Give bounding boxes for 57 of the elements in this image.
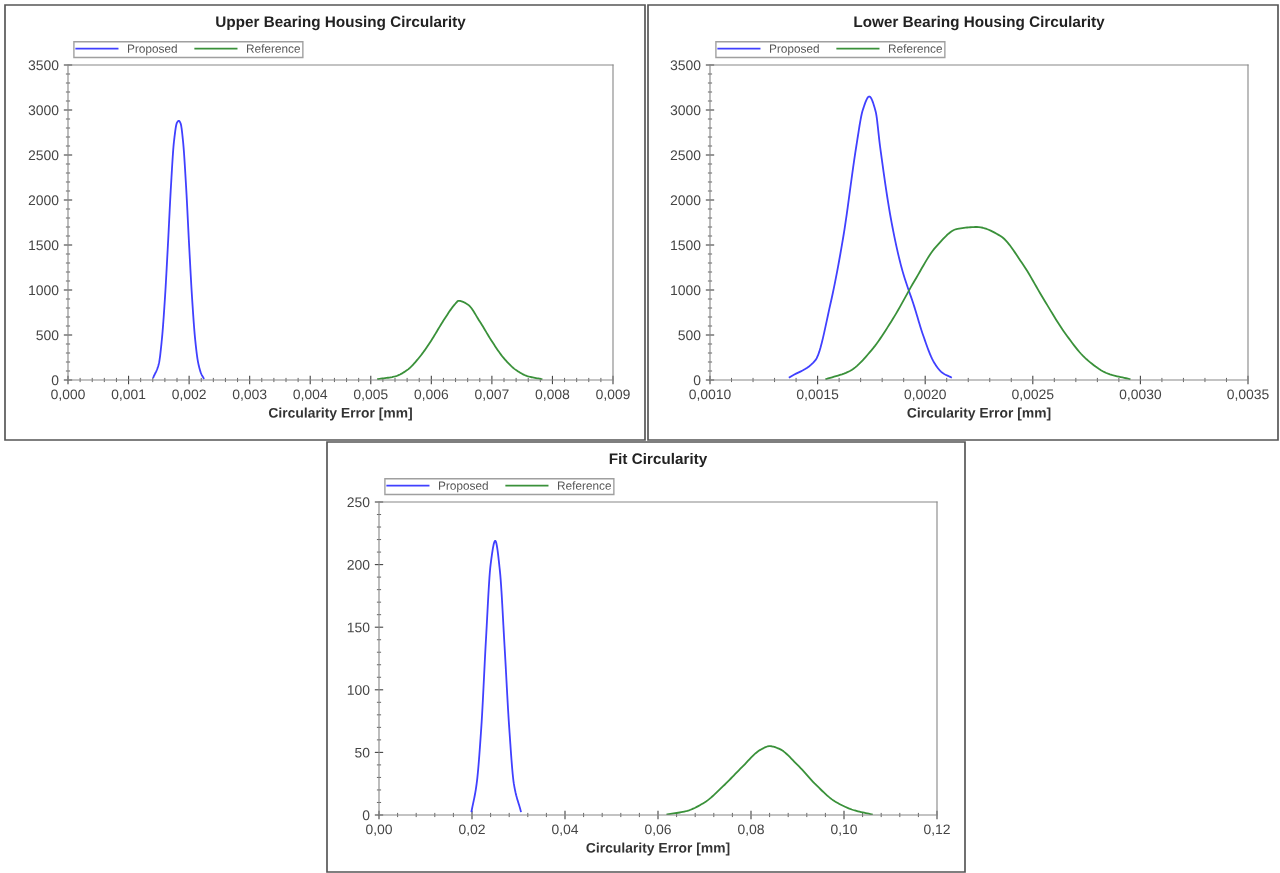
x-tick-label: 0,0035: [1227, 389, 1269, 401]
y-tick-label: 3000: [670, 105, 701, 116]
y-tick-label: 3500: [670, 60, 701, 71]
x-tick-label: 0,005: [353, 389, 388, 401]
y-tick-label: 50: [355, 747, 370, 758]
x-tick-label: 0,04: [552, 824, 579, 836]
x-tick-label: 0,001: [111, 389, 146, 401]
x-tick-label: 0,0025: [1012, 389, 1054, 401]
x-tick-label: 0,008: [535, 389, 570, 401]
chart-title: Lower Bearing Housing Circularity: [854, 15, 1105, 31]
y-tick-label: 3000: [28, 105, 59, 116]
x-tick-label: 0,08: [738, 824, 764, 836]
x-tick-label: 0,0010: [689, 389, 731, 401]
x-tick-label: 0,0015: [796, 389, 839, 401]
chart-title: Fit Circularity: [609, 452, 708, 468]
y-tick-label: 0: [693, 375, 701, 386]
x-tick-label: 0,000: [51, 389, 85, 401]
x-tick-label: 0,00: [366, 824, 392, 836]
legend-label: Reference: [889, 44, 942, 53]
legend-label: Reference: [558, 481, 611, 490]
x-tick-label: 0,0030: [1119, 389, 1162, 401]
x-axis-title: Circularity Error [mm]: [586, 842, 730, 856]
x-tick-label: 0,06: [645, 824, 671, 836]
y-tick-label: 1500: [671, 240, 701, 251]
y-tick-label: 1000: [671, 285, 701, 296]
y-tick-label: 200: [347, 559, 370, 570]
y-tick-label: 250: [347, 497, 370, 508]
x-tick-label: 0,0020: [904, 389, 946, 401]
y-tick-label: 150: [347, 622, 370, 633]
y-tick-label: 2000: [28, 195, 59, 206]
x-tick-label: 0,02: [459, 824, 485, 836]
y-tick-label: 100: [347, 685, 370, 695]
y-tick-label: 500: [678, 330, 701, 341]
x-tick-label: 0,003: [232, 389, 267, 401]
x-axis-title: Circularity Error [mm]: [268, 407, 412, 421]
legend-label: Proposed: [770, 44, 819, 56]
x-tick-label: 0,006: [414, 389, 449, 401]
y-tick-label: 0: [51, 375, 59, 386]
chart-title: Upper Bearing Housing Circularity: [216, 15, 466, 31]
x-tick-label: 0,007: [475, 389, 509, 401]
y-tick-label: 2500: [670, 150, 701, 161]
x-tick-label: 0,002: [172, 389, 206, 401]
y-tick-label: 1500: [29, 240, 59, 251]
legend-label: Proposed: [128, 44, 177, 56]
legend-label: Proposed: [439, 481, 488, 493]
y-tick-label: 2500: [28, 150, 59, 161]
x-tick-label: 0,12: [924, 824, 950, 836]
y-tick-label: 0: [362, 810, 370, 821]
y-tick-label: 500: [36, 330, 59, 341]
y-tick-label: 2000: [670, 195, 701, 206]
y-tick-label: 3500: [28, 60, 59, 71]
x-tick-label: 0,004: [293, 389, 328, 401]
x-tick-label: 0,009: [596, 389, 630, 401]
x-tick-label: 0,10: [831, 824, 857, 836]
legend-label: Reference: [247, 44, 300, 53]
x-axis-title: Circularity Error [mm]: [907, 407, 1051, 421]
y-tick-label: 1000: [29, 285, 59, 296]
